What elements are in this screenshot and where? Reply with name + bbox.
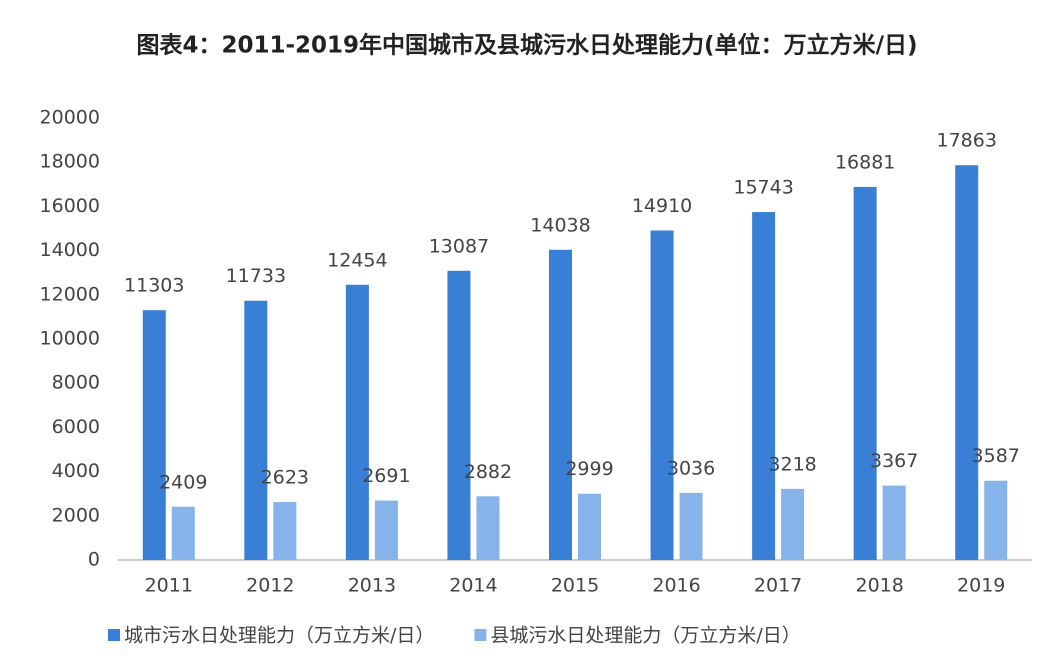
bar	[679, 492, 703, 560]
data-label: 2882	[464, 461, 512, 483]
bar	[447, 270, 471, 560]
y-tick-label: 14000	[40, 239, 100, 261]
y-tick-label: 12000	[40, 283, 100, 305]
chart-title: 图表4：2011-2019年中国城市及县城污水日处理能力(单位：万立方米/日)	[136, 32, 917, 59]
bar	[273, 502, 297, 560]
data-label: 15743	[733, 177, 793, 199]
x-tick-label: 2014	[449, 575, 497, 597]
x-tick-label: 2018	[855, 575, 903, 597]
bar	[650, 230, 674, 560]
bar	[578, 493, 601, 560]
bar	[244, 300, 268, 560]
y-tick-label: 10000	[40, 328, 100, 350]
y-tick-label: 4000	[52, 460, 100, 482]
x-tick-label: 2012	[246, 575, 294, 597]
bar	[984, 480, 1008, 560]
x-tick-label: 2015	[551, 575, 599, 597]
bar	[882, 485, 906, 560]
legend-swatch	[108, 629, 120, 641]
data-label: 2999	[565, 458, 613, 480]
data-label: 3367	[870, 450, 918, 472]
bar	[374, 500, 398, 560]
bar	[345, 284, 369, 560]
bar	[752, 212, 776, 560]
data-label: 2409	[159, 471, 207, 493]
data-label: 3587	[972, 445, 1020, 467]
bar	[171, 506, 195, 560]
x-tick-label: 2013	[348, 575, 396, 597]
x-tick-label: 2019	[957, 575, 1005, 597]
bar	[853, 186, 877, 560]
data-label: 3218	[768, 453, 816, 475]
y-tick-label: 0	[88, 549, 100, 571]
data-label: 14910	[632, 195, 692, 217]
data-label: 12454	[327, 249, 387, 271]
bar	[955, 165, 979, 560]
bar	[476, 496, 500, 560]
bar	[142, 310, 166, 560]
bar	[549, 249, 572, 560]
x-tick-label: 2017	[754, 575, 802, 597]
legend-label: 县城污水日处理能力（万立方米/日）	[490, 625, 800, 647]
y-tick-label: 2000	[52, 504, 100, 526]
legend-label: 城市污水日处理能力（万立方米/日）	[124, 625, 434, 647]
data-label: 17863	[936, 130, 996, 152]
data-label: 13087	[429, 235, 489, 257]
data-label: 11733	[226, 265, 286, 287]
y-tick-label: 6000	[52, 416, 100, 438]
data-label: 11303	[124, 275, 184, 297]
y-tick-label: 18000	[40, 151, 100, 173]
y-tick-label: 16000	[40, 195, 100, 217]
legend-swatch	[474, 629, 487, 641]
data-label: 14038	[530, 214, 590, 236]
bar	[781, 488, 805, 560]
data-label: 2623	[261, 467, 309, 489]
x-tick-label: 2011	[145, 575, 193, 597]
y-tick-label: 8000	[52, 372, 100, 394]
y-tick-label: 20000	[40, 107, 100, 129]
data-label: 16881	[835, 151, 895, 173]
x-tick-label: 2016	[652, 575, 700, 597]
data-label: 3036	[667, 457, 715, 479]
data-label: 2691	[362, 465, 410, 487]
